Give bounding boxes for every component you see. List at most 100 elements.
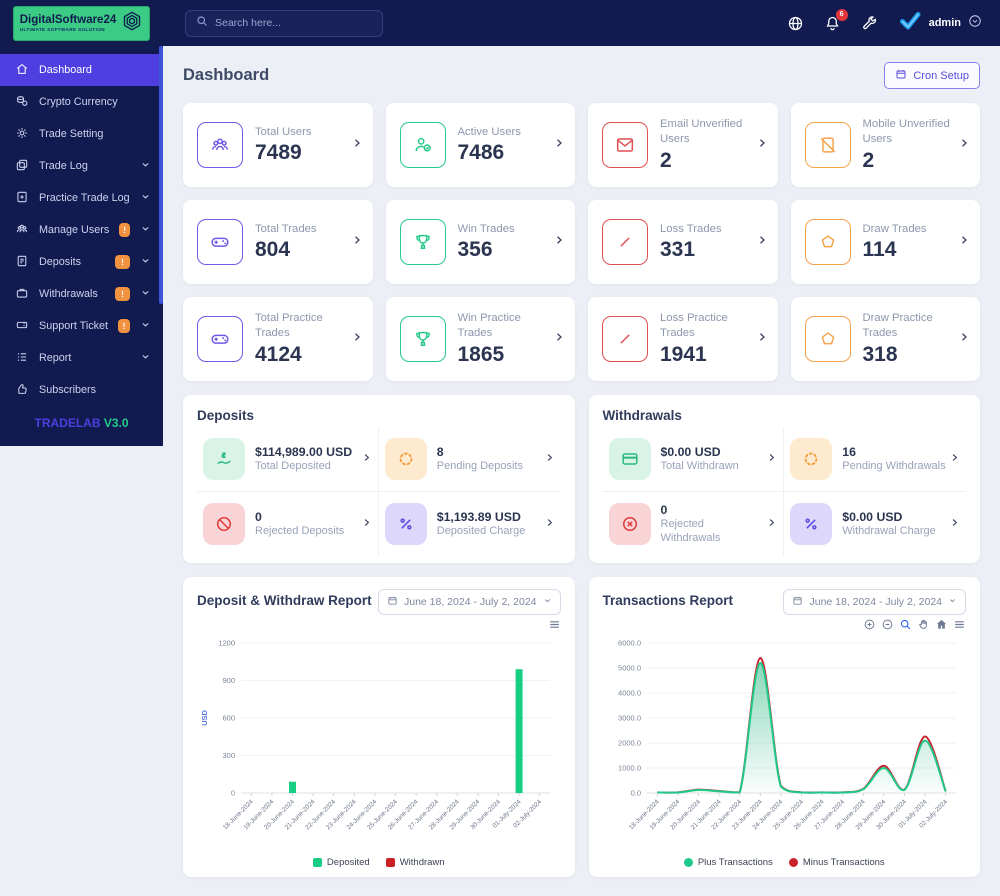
sidebar-item-support-ticket[interactable]: Support Ticket !	[0, 310, 163, 342]
zoom-out-icon[interactable]	[881, 618, 894, 631]
list-icon	[15, 350, 29, 367]
admin-user-menu[interactable]: admin	[898, 9, 982, 38]
pentagon-icon	[804, 219, 851, 265]
withdrawal-charge-item[interactable]: $0.00 USD Withdrawal Charge	[784, 492, 966, 557]
cards-icon	[15, 158, 29, 175]
globe-icon[interactable]	[787, 15, 804, 32]
chart-menu-icon[interactable]	[548, 618, 561, 631]
brand-tagline: ULTIMATE SOFTWARE SOLUTION	[19, 26, 106, 32]
selection-zoom-icon[interactable]	[899, 618, 912, 631]
chevron-right-icon	[361, 450, 372, 468]
global-search[interactable]	[185, 9, 383, 37]
total-deposited-item[interactable]: $114,989.00 USD Total Deposited	[197, 427, 379, 492]
stat-cards-grid: Total Users 7489 Active Users 7486 Email U…	[183, 103, 980, 381]
user-check-icon	[399, 122, 446, 168]
envelope-icon	[602, 122, 648, 168]
chart-legend: Deposited Withdrawn	[197, 857, 561, 868]
svg-text:1000.0: 1000.0	[618, 763, 641, 772]
sidebar-item-trade-setting[interactable]: Trade Setting	[0, 118, 163, 150]
chevron-right-icon	[361, 515, 372, 533]
brand-hexagon-icon	[121, 10, 143, 37]
chevron-right-icon	[949, 450, 960, 468]
svg-text:2000.0: 2000.0	[618, 738, 641, 747]
stat-card-total-practice-trades[interactable]: Total Practice Trades 4124	[183, 297, 373, 381]
deposit-withdraw-report-title: Deposit & Withdraw Report	[197, 592, 372, 608]
chevron-down-icon	[140, 319, 151, 333]
chevron-down-icon	[140, 159, 151, 173]
withdrawals-panel-title: Withdrawals	[602, 408, 682, 423]
sidebar-item-crypto-currency[interactable]: Crypto Currency	[0, 86, 163, 118]
svg-text:600: 600	[222, 713, 235, 722]
wrench-icon[interactable]	[861, 15, 878, 32]
users-icon	[197, 122, 243, 168]
pending-deposits-item[interactable]: 8 Pending Deposits	[378, 427, 561, 492]
top-navbar: DigitalSoftware24 ULTIMATE SOFTWARE SOLU…	[0, 0, 1000, 46]
summary-panels: Deposits $114,989.00 USD Total Deposited …	[183, 395, 980, 563]
sidebar-item-deposits[interactable]: Deposits !	[0, 246, 163, 278]
alert-badge: !	[118, 319, 130, 333]
stat-card-draw-practice-trades[interactable]: Draw Practice Trades 318	[790, 297, 980, 381]
sidebar-item-manage-users[interactable]: Manage Users !	[0, 214, 163, 246]
stat-card-loss-trades[interactable]: Loss Trades 331	[588, 200, 778, 284]
stat-card-total-users[interactable]: Total Users 7489	[183, 103, 373, 187]
cron-setup-button[interactable]: Cron Setup	[884, 62, 980, 89]
deposited-charge-item[interactable]: $1,193.89 USD Deposited Charge	[379, 492, 561, 556]
sidebar-item-withdrawals[interactable]: Withdrawals !	[0, 278, 163, 310]
calendar-icon	[792, 595, 803, 609]
svg-text:3000.0: 3000.0	[618, 713, 641, 722]
sidebar-item-subscribers[interactable]: Subscribers	[0, 374, 163, 406]
ban-icon	[203, 503, 245, 545]
calendar-icon	[895, 68, 907, 83]
zoom-in-icon[interactable]	[863, 618, 876, 631]
svg-text:0: 0	[231, 788, 235, 797]
pan-hand-icon[interactable]	[917, 618, 930, 631]
sidebar-item-trade-log[interactable]: Trade Log	[0, 150, 163, 182]
svg-text:USD: USD	[200, 709, 209, 725]
alert-badge: !	[115, 255, 130, 269]
deposit-withdraw-report-card: Deposit & Withdraw Report June 18, 2024 …	[183, 576, 575, 877]
sidebar-scrollbar[interactable]	[159, 46, 163, 304]
notification-count-badge: 6	[835, 8, 848, 21]
sidebar-item-dashboard[interactable]: Dashboard	[0, 54, 163, 86]
notifications-bell-icon[interactable]: 6	[824, 8, 848, 32]
date-range-select[interactable]: June 18, 2024 - July 2, 2024	[783, 588, 966, 615]
admin-username: admin	[928, 17, 961, 29]
chevron-right-icon	[766, 515, 777, 533]
sidebar-footer-version: TRADELAB V3.0	[34, 416, 129, 430]
stat-card-loss-practice-trades[interactable]: Loss Practice Trades 1941	[588, 297, 778, 381]
chevron-down-icon	[140, 351, 151, 365]
search-icon	[196, 14, 208, 32]
charts-row: Deposit & Withdraw Report June 18, 2024 …	[183, 576, 980, 877]
total-withdrawn-item[interactable]: $0.00 USD Total Withdrawn	[602, 427, 785, 492]
chevron-right-icon	[351, 330, 363, 348]
withdrawals-panel: Withdrawals $0.00 USD Total Withdrawn 16 P…	[588, 395, 980, 563]
percent-icon	[790, 503, 833, 546]
svg-text:0.0: 0.0	[630, 788, 640, 797]
deposits-panel-title: Deposits	[197, 408, 255, 423]
chevron-down-icon	[140, 223, 151, 237]
chart-menu-icon[interactable]	[953, 618, 966, 631]
stat-card-email-unverified[interactable]: Email Unverified Users 2	[588, 103, 778, 187]
sidebar-item-practice-trade-log[interactable]: Practice Trade Log	[0, 182, 163, 214]
chevron-down-icon	[140, 191, 151, 205]
coins-icon	[15, 94, 29, 111]
deposit-withdraw-bar-chart[interactable]: 0300600900120018-June-202419-June-202420…	[197, 633, 560, 855]
document-dollar-icon	[15, 254, 29, 271]
sidebar-item-report[interactable]: Report	[0, 342, 163, 374]
transactions-area-chart[interactable]: 0.01000.02000.03000.04000.05000.06000.01…	[603, 633, 966, 855]
pending-withdrawals-item[interactable]: 16 Pending Withdrawals	[784, 427, 966, 492]
stat-card-win-trades[interactable]: Win Trades 356	[385, 200, 575, 284]
home-reset-icon[interactable]	[935, 618, 948, 631]
ticket-icon	[15, 318, 29, 335]
stat-card-total-trades[interactable]: Total Trades 804	[183, 200, 373, 284]
stat-card-active-users[interactable]: Active Users 7486	[385, 103, 575, 187]
date-range-select[interactable]: June 18, 2024 - July 2, 2024	[377, 588, 561, 615]
brand-logo[interactable]: DigitalSoftware24 ULTIMATE SOFTWARE SOLU…	[0, 5, 163, 41]
stat-card-win-practice-trades[interactable]: Win Practice Trades 1865	[385, 297, 575, 381]
rejected-deposits-item[interactable]: 0 Rejected Deposits	[197, 492, 379, 556]
stat-card-draw-trades[interactable]: Draw Trades 114	[790, 200, 980, 284]
rejected-withdrawals-item[interactable]: 0 Rejected Withdrawals	[603, 492, 785, 557]
stat-card-mobile-unverified[interactable]: Mobile Unverified Users 2	[790, 103, 980, 187]
search-input[interactable]	[215, 17, 365, 29]
hand-dollar-icon	[203, 438, 245, 480]
